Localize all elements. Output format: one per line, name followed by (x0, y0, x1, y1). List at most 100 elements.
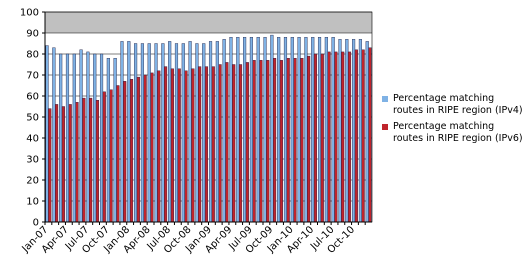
bar (48, 108, 52, 223)
bar (99, 53, 104, 223)
y-tick-label: 50 (26, 113, 39, 124)
bar (270, 34, 274, 223)
plot-border (44, 11, 373, 223)
bar (352, 39, 356, 223)
bar (334, 51, 338, 223)
bar (181, 43, 185, 223)
legend-swatch (382, 96, 388, 102)
bar (198, 66, 202, 223)
legend-item: Percentage matching routes in RIPE regio… (382, 93, 527, 117)
bar (164, 66, 168, 223)
bar (354, 49, 358, 223)
bar (331, 37, 335, 223)
bar (368, 47, 372, 223)
bar (211, 66, 215, 223)
legend-label: Percentage matching routes in RIPE regio… (393, 121, 523, 144)
bar (177, 68, 181, 223)
bar (134, 43, 138, 223)
bar (249, 37, 253, 223)
bar (365, 41, 369, 223)
bar (72, 53, 76, 223)
bar (279, 60, 283, 223)
bar (68, 104, 72, 223)
bar (341, 51, 345, 223)
bar (229, 37, 233, 223)
bar (106, 58, 110, 223)
bar (161, 43, 165, 223)
bar (243, 37, 247, 223)
bar (52, 47, 56, 223)
bar (147, 43, 151, 223)
bar (61, 106, 65, 223)
bar (218, 64, 222, 223)
bar (55, 104, 59, 223)
bar (93, 53, 97, 223)
bar (113, 58, 117, 223)
y-tick-label: 70 (26, 71, 39, 82)
bar (202, 43, 206, 223)
legend: Percentage matching routes in RIPE regio… (382, 93, 527, 149)
bar (127, 41, 131, 223)
y-tick-label: 40 (26, 134, 39, 145)
bar (307, 55, 311, 223)
bar (283, 37, 288, 223)
bar (222, 39, 226, 223)
bar (273, 58, 277, 223)
bar (300, 58, 304, 223)
bar (123, 81, 127, 223)
bar (120, 41, 124, 223)
bar (313, 53, 318, 223)
bar (358, 39, 362, 223)
bar (304, 37, 308, 223)
y-tick-label: 100 (20, 8, 39, 19)
bar (191, 68, 195, 223)
bar (345, 39, 349, 223)
bar (347, 51, 352, 223)
bar (245, 62, 249, 223)
bar (143, 74, 147, 223)
bar (129, 78, 134, 223)
bar (184, 70, 188, 223)
bar (45, 45, 49, 223)
bar (225, 62, 229, 223)
bar (252, 60, 256, 223)
bar (361, 49, 365, 223)
y-tick-label: 0 (33, 218, 39, 229)
y-tick-label: 60 (26, 92, 39, 103)
bar (204, 66, 209, 223)
bar (256, 37, 260, 223)
y-tick-label: 20 (26, 176, 39, 187)
bar (102, 91, 106, 223)
bar (286, 58, 290, 223)
y-tick-label: 80 (26, 50, 39, 61)
bar (215, 41, 219, 223)
legend-item: Percentage matching routes in RIPE regio… (382, 121, 527, 145)
bar (82, 97, 86, 223)
legend-swatch (382, 124, 388, 130)
bar (168, 41, 172, 223)
bar (266, 60, 270, 223)
bar (320, 53, 324, 223)
y-tick-label: 90 (26, 29, 39, 40)
bar (140, 43, 144, 223)
bar (195, 43, 199, 223)
bar (297, 37, 301, 223)
bar (327, 51, 331, 223)
bar (324, 37, 328, 223)
plot-band (45, 12, 372, 33)
bar (238, 64, 243, 223)
bar (79, 49, 83, 223)
y-tick-label: 30 (26, 155, 39, 166)
bar (59, 53, 63, 223)
bar (259, 60, 263, 223)
bar (109, 89, 113, 223)
bar (75, 102, 79, 223)
bar (311, 37, 315, 223)
bar (263, 37, 267, 223)
bar (290, 37, 294, 223)
bar (236, 37, 240, 223)
legend-label: Percentage matching routes in RIPE regio… (393, 93, 523, 116)
bar (136, 76, 140, 223)
bar (232, 64, 236, 223)
